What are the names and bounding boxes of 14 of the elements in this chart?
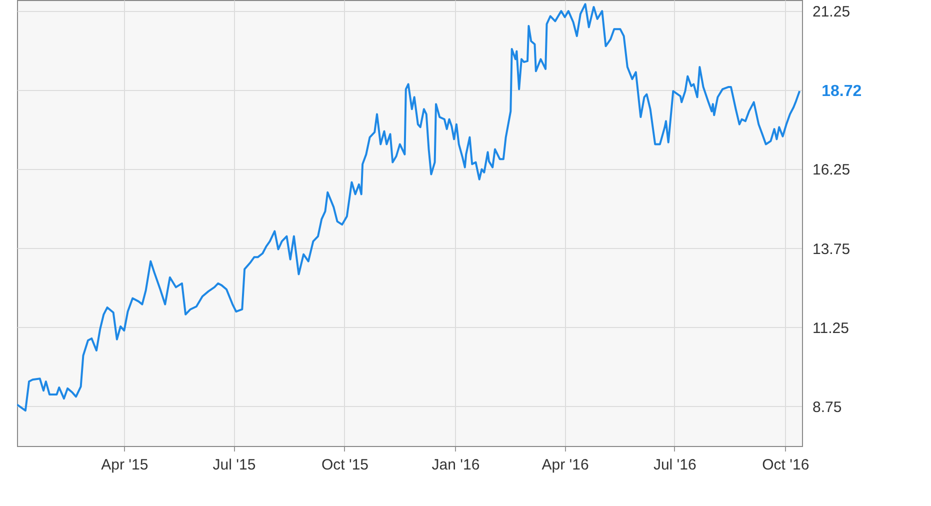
x-tick-label: Jul '15 bbox=[212, 456, 256, 474]
x-tick-label: Apr '15 bbox=[101, 456, 148, 474]
x-tick-label: Jan '16 bbox=[432, 456, 480, 474]
y-tick-label: 13.75 bbox=[812, 240, 850, 258]
line-series bbox=[17, 3, 801, 412]
y-tick-label: 11.25 bbox=[812, 320, 849, 337]
x-tick-label: Jul '16 bbox=[653, 456, 696, 474]
x-tick-label: Oct '15 bbox=[321, 456, 369, 474]
y-tick-label: 21.25 bbox=[812, 4, 850, 21]
x-tick-label: Oct '16 bbox=[762, 456, 810, 474]
x-tick-label: Apr '16 bbox=[542, 456, 589, 474]
y-tick-label: 16.25 bbox=[812, 162, 850, 179]
y-tick-label: 8.75 bbox=[812, 398, 842, 416]
annotation: 18.72 bbox=[822, 83, 862, 100]
